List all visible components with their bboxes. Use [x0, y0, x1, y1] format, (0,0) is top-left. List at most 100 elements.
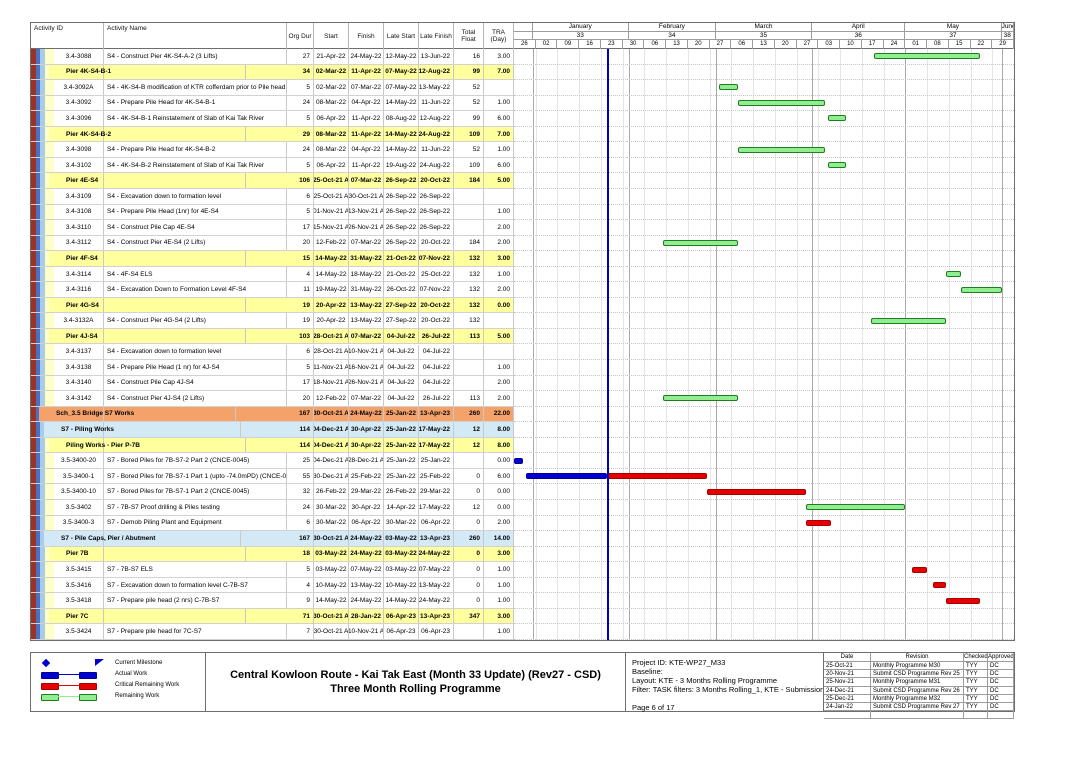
- band-name: Sch_3.5 Bridge S7 Works: [56, 410, 135, 418]
- cell-tra: 6.00: [484, 157, 514, 173]
- cell-late_finish: 20-Oct-22: [419, 297, 454, 313]
- row-table-cells: 29 08-Mar-22 11-Apr-22 14-May-22 24-Aug-22 10…: [31, 126, 514, 143]
- week-start-label: 24: [884, 40, 906, 49]
- gantt-bar-remaining-work: [827, 162, 847, 169]
- gantt-bar-actual-work: [514, 457, 524, 464]
- cell-name: S7 - Prepare pile head for 7C-S7: [104, 624, 287, 639]
- cell-late_start: 14-May-22: [384, 126, 419, 142]
- cell-name: S4 - Prepare Pile Head for 4K-S4-B-1: [104, 95, 287, 111]
- cell-name: [58, 422, 241, 437]
- week-gridline: [557, 49, 559, 640]
- gantt-bar-remaining-work: [945, 271, 962, 277]
- cell-dur: 17: [287, 375, 314, 391]
- cell-finish: 26-Nov-21 A: [349, 220, 384, 235]
- cell-tra: 1.00: [484, 577, 514, 593]
- row-chart-strip: [514, 391, 1014, 407]
- activity-row: 3.4-3138 S4 - Prepare Pile Head (1 nr) fo…: [31, 360, 1014, 376]
- cell-late_finish: 24-Aug-22: [419, 157, 454, 173]
- cell-dur: 106: [287, 173, 314, 188]
- cell-late_finish: 13-May-22: [419, 577, 454, 593]
- row-chart-strip: [514, 531, 1014, 547]
- cell-tra: 7.00: [484, 126, 514, 142]
- cell-tra: 2.00: [484, 391, 514, 406]
- week-start-label: 01: [905, 40, 928, 49]
- cell-dur: 32: [287, 484, 314, 500]
- cell-finish: 28-Jan-22: [349, 608, 384, 624]
- cell-late_start: 21-Oct-22: [384, 266, 419, 282]
- cell-finish: 07-Mar-22: [349, 328, 384, 344]
- row-table-cells: 103 28-Oct-21 A 07-Mar-22 04-Jul-22 26-Jul-2…: [31, 328, 514, 345]
- cell-tra: 0.00: [484, 297, 514, 313]
- row-table-cells: 3.5-3400-1 S7 - Bored Piles for 7B-S7-1 P…: [31, 468, 514, 485]
- revision-cell: 24-Dec-21: [824, 686, 871, 694]
- cell-start: 04-Dec-21 A: [314, 453, 349, 468]
- cell-late_finish: 25-Oct-22: [419, 266, 454, 282]
- gantt-bar-remaining-work: [827, 115, 847, 122]
- row-chart-strip: [514, 407, 1014, 423]
- activity-row: 3.4-3092A S4 - 4K-S4-B modification of KT…: [31, 80, 1014, 96]
- cell-late_start: 03-May-22: [384, 546, 419, 562]
- cell-name: S7 - 7B-S7 Proof drilling & Piles testin…: [104, 500, 287, 515]
- cell-dur: 29: [287, 126, 314, 142]
- week-gridline: [709, 49, 711, 640]
- week-start-label: 06: [731, 40, 754, 49]
- revision-cell: 24-Jan-22: [824, 702, 871, 711]
- cell-finish: 30-Apr-22: [349, 422, 384, 437]
- week-start-label: 26: [514, 40, 536, 49]
- page-footer: Current Milestone Actual Work Critical Rem…: [30, 652, 1015, 720]
- cell-dur: 7: [287, 624, 314, 639]
- revision-cell: DC: [988, 694, 1014, 702]
- cell-start: 30-Oct-21 A: [314, 608, 349, 624]
- project-info-line: Baseline:: [632, 667, 663, 676]
- cell-start: 25-Oct-21 A: [314, 173, 349, 188]
- week-start-label: 30: [623, 40, 645, 49]
- cell-late_start: 26-Sep-22: [384, 204, 419, 220]
- cell-start: 01-Nov-21 A: [314, 204, 349, 220]
- cell-tra: 3.00: [484, 251, 514, 266]
- week-gridline: [840, 49, 842, 640]
- cell-dur: 6: [287, 188, 314, 204]
- cell-name: S7 - Bored Piles for 7B-S7-1 Part 2 (CNC…: [104, 484, 287, 500]
- remaining-bar-icon: [79, 694, 97, 701]
- cell-late_start: 26-Oct-22: [384, 282, 419, 297]
- row-chart-strip: [514, 562, 1014, 578]
- cell-start: 25-Oct-21 A: [314, 188, 349, 204]
- cell-name: S7 - 7B-S7 ELS: [104, 562, 287, 577]
- cell-late_start: 04-Jul-22: [384, 360, 419, 375]
- cell-finish: 31-May-22: [349, 251, 384, 266]
- activity-row: 3.4-3096 S4 - 4K-S4-B-1 Reinstatement of …: [31, 111, 1014, 127]
- cell-late_finish: 07-May-22: [419, 562, 454, 577]
- cell-late_finish: 07-Nov-22: [419, 282, 454, 297]
- cell-name: [63, 64, 246, 80]
- week-start-label: 22: [971, 40, 993, 49]
- cell-total_float: 260: [454, 406, 484, 422]
- cell-late_finish: 20-Oct-22: [419, 173, 454, 188]
- cell-late_start: 07-May-22: [384, 64, 419, 80]
- wbs-stripe-level-1: [31, 49, 36, 640]
- cell-finish: 24-May-22: [349, 593, 384, 608]
- row-chart-strip: [514, 484, 1014, 501]
- revision-cell: TYY: [964, 670, 988, 678]
- revision-cell: 25-Oct-21: [824, 662, 871, 670]
- cell-id: 3.5-3400-3: [54, 515, 104, 531]
- wbs-stripe-level-3: [40, 49, 45, 640]
- cell-tra: 14.00: [484, 531, 514, 546]
- cell-dur: 5: [287, 562, 314, 577]
- revision-cell: Monthly Programme M31: [871, 678, 964, 686]
- cell-start: 10-May-22: [314, 577, 349, 593]
- cell-finish: 13-Nov-21 A: [349, 204, 384, 220]
- cell-late_start: 25-Jan-22: [384, 468, 419, 484]
- row-chart-strip: [514, 96, 1014, 112]
- band-background: [49, 64, 514, 80]
- revision-cell: [871, 711, 964, 719]
- cell-late_finish: 13-Apr-23: [419, 608, 454, 624]
- revision-cell: [824, 711, 871, 719]
- revision-header-row: Date Revision Checked Approved: [824, 653, 1014, 662]
- activity-row: 3.5-3400-1 S7 - Bored Piles for 7B-S7-1 P…: [31, 468, 1014, 485]
- legend-label: Actual Work: [115, 671, 148, 677]
- month-number: 33: [532, 32, 629, 40]
- week-gridline: [753, 49, 755, 640]
- cell-start: 03-May-22: [314, 562, 349, 577]
- activity-row: 3.5-3400-10 S7 - Bored Piles for 7B-S7-1 …: [31, 484, 1014, 501]
- actual-bar-icon: [57, 674, 79, 675]
